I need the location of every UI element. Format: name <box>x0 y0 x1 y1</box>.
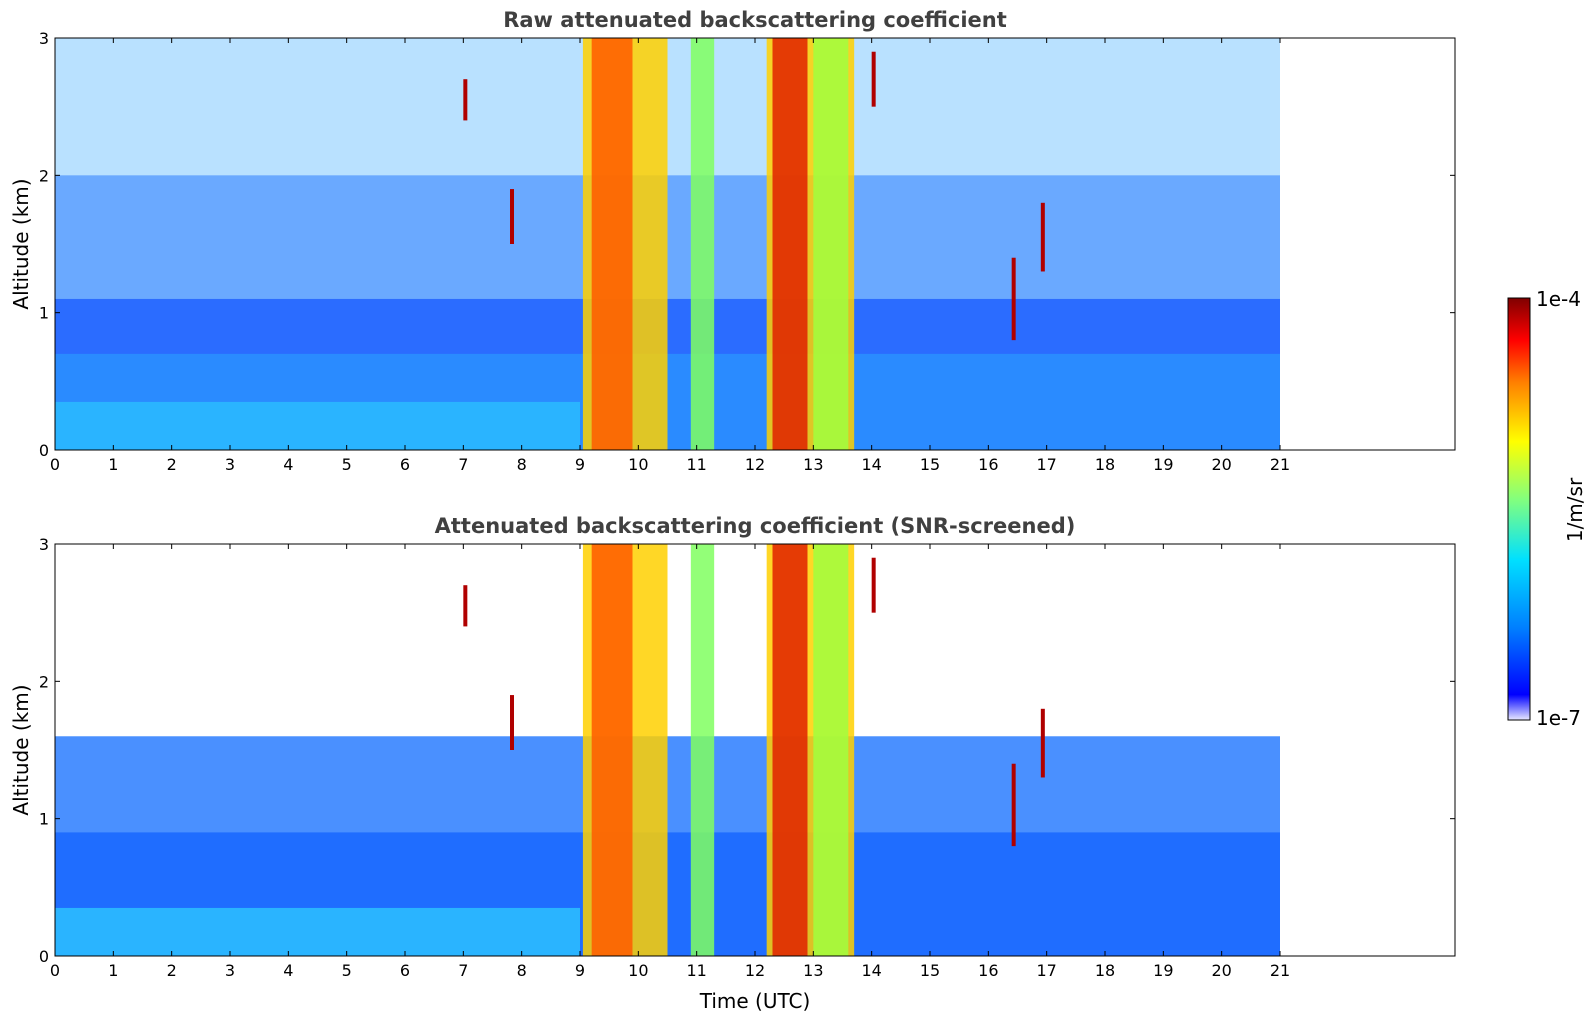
cloud-streak <box>463 585 468 627</box>
colorbar-min-label: 1e-7 <box>1536 706 1581 730</box>
x-tick-label: 21 <box>1270 455 1290 474</box>
y-tick-label: 1 <box>39 810 49 829</box>
precipitation-band <box>690 38 715 450</box>
x-tick-label: 12 <box>745 455 765 474</box>
cloud-streak <box>463 79 468 121</box>
cloud-streak <box>1011 257 1016 341</box>
boundary-layer-band <box>55 907 580 956</box>
colorbar: 1e-4 1e-7 1/m/sr <box>1507 287 1587 730</box>
y-tick-label: 0 <box>39 441 49 460</box>
x-tick-label: 7 <box>458 961 468 980</box>
y-tick-label: 0 <box>39 947 49 966</box>
y-tick-label: 1 <box>39 304 49 323</box>
panel-snr-ylabel: Altitude (km) <box>9 684 33 815</box>
cloud-streak <box>871 51 876 107</box>
panel-raw-x-ticks: 0 1 2 3 4 5 6 7 8 9 10 11 12 13 14 15 16 17 18 19 20 21 <box>50 38 1290 474</box>
precipitation-band <box>813 544 849 956</box>
x-tick-label: 0 <box>50 961 60 980</box>
x-tick-label: 13 <box>803 961 823 980</box>
x-tick-label: 14 <box>861 455 881 474</box>
cloud-streak <box>1011 763 1016 847</box>
y-tick-label: 2 <box>39 166 49 185</box>
colorbar-unit-label: 1/m/sr <box>1563 477 1587 542</box>
cloud-streak <box>871 557 876 613</box>
panel-snr-x-ticks: 0 1 2 3 4 5 6 7 8 9 10 11 12 13 14 15 16 17 18 19 20 21 <box>50 544 1290 980</box>
x-tick-label: 6 <box>400 961 410 980</box>
x-tick-label: 13 <box>803 455 823 474</box>
x-tick-label: 20 <box>1211 455 1231 474</box>
precipitation-band <box>772 544 808 956</box>
x-tick-label: 17 <box>1036 961 1056 980</box>
panel-raw: Raw attenuated backscattering coefficien… <box>9 8 1456 474</box>
x-tick-label: 18 <box>1095 455 1115 474</box>
panel-snr-heatmap <box>55 544 1280 956</box>
x-tick-label: 11 <box>686 455 706 474</box>
x-tick-label: 5 <box>342 455 352 474</box>
cloud-streak <box>1040 708 1045 778</box>
panel-snr-xlabel: Time (UTC) <box>699 989 811 1013</box>
precipitation-band <box>813 38 849 450</box>
x-tick-label: 8 <box>517 455 527 474</box>
precipitation-band <box>690 544 715 956</box>
precipitation-band <box>772 38 808 450</box>
y-tick-label: 3 <box>39 29 49 48</box>
cloud-streak <box>510 695 514 750</box>
x-tick-label: 5 <box>342 961 352 980</box>
panel-snr: Attenuated backscattering coefficient (S… <box>9 514 1456 1013</box>
x-tick-label: 7 <box>458 455 468 474</box>
x-tick-label: 8 <box>517 961 527 980</box>
x-tick-label: 11 <box>686 961 706 980</box>
cloud-streak <box>510 189 514 244</box>
panel-raw-ylabel: Altitude (km) <box>9 178 33 309</box>
cloud-streak <box>1040 202 1045 272</box>
x-tick-label: 0 <box>50 455 60 474</box>
x-tick-label: 19 <box>1153 455 1173 474</box>
x-tick-label: 9 <box>575 961 585 980</box>
x-tick-label: 1 <box>108 961 118 980</box>
precipitation-band <box>591 38 633 450</box>
x-tick-label: 10 <box>628 961 648 980</box>
x-tick-label: 14 <box>861 961 881 980</box>
colorbar-gradient <box>1507 297 1531 721</box>
x-tick-label: 16 <box>978 455 998 474</box>
precipitation-band <box>591 544 633 956</box>
x-tick-label: 21 <box>1270 961 1290 980</box>
x-tick-label: 2 <box>167 455 177 474</box>
x-tick-label: 18 <box>1095 961 1115 980</box>
panel-snr-title: Attenuated backscattering coefficient (S… <box>435 514 1076 538</box>
x-tick-label: 3 <box>225 961 235 980</box>
colorbar-max-label: 1e-4 <box>1536 287 1581 311</box>
x-tick-label: 2 <box>167 961 177 980</box>
x-tick-label: 19 <box>1153 961 1173 980</box>
boundary-layer-band <box>55 401 580 450</box>
panel-raw-title: Raw attenuated backscattering coefficien… <box>503 8 1007 32</box>
x-tick-label: 1 <box>108 455 118 474</box>
y-tick-label: 3 <box>39 535 49 554</box>
x-tick-label: 10 <box>628 455 648 474</box>
x-tick-label: 6 <box>400 455 410 474</box>
panel-raw-y-ticks: 0 1 2 3 <box>39 29 1455 460</box>
x-tick-label: 16 <box>978 961 998 980</box>
panel-raw-heatmap <box>55 38 1280 450</box>
x-tick-label: 15 <box>920 455 940 474</box>
x-tick-label: 3 <box>225 455 235 474</box>
x-tick-label: 15 <box>920 961 940 980</box>
x-tick-label: 9 <box>575 455 585 474</box>
y-tick-label: 2 <box>39 672 49 691</box>
x-tick-label: 4 <box>283 961 293 980</box>
x-tick-label: 12 <box>745 961 765 980</box>
x-tick-label: 17 <box>1036 455 1056 474</box>
panel-snr-y-ticks: 0 1 2 3 <box>39 535 1455 966</box>
x-tick-label: 4 <box>283 455 293 474</box>
x-tick-label: 20 <box>1211 961 1231 980</box>
